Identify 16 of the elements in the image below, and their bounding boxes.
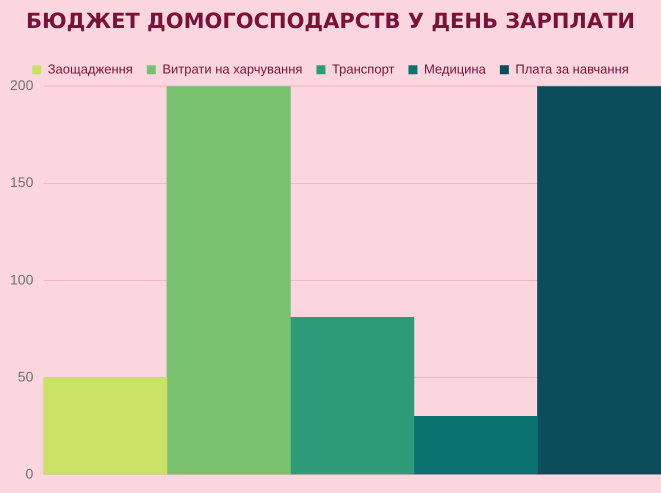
bar — [290, 316, 414, 474]
bar — [537, 86, 661, 474]
y-tick-label: 50 — [18, 368, 34, 384]
chart-title: БЮДЖЕТ ДОМОГОСПОДАРСТВ У ДЕНЬ ЗАРПЛАТИ — [26, 9, 635, 34]
y-tick-label: 200 — [10, 77, 34, 94]
legend-label: Заощадження — [48, 61, 133, 76]
legend-label: Плата за навчання — [515, 61, 629, 76]
legend-label: Витрати на харчування — [162, 61, 302, 76]
bar — [414, 416, 538, 474]
bar — [166, 86, 291, 474]
y-tick-label: 150 — [10, 174, 34, 190]
legend-label: Медицина — [424, 61, 487, 76]
bar — [43, 377, 168, 474]
y-tick-label: 100 — [10, 271, 34, 288]
legend-label: Транспорт — [332, 61, 395, 76]
y-tick-label: 0 — [26, 465, 34, 482]
